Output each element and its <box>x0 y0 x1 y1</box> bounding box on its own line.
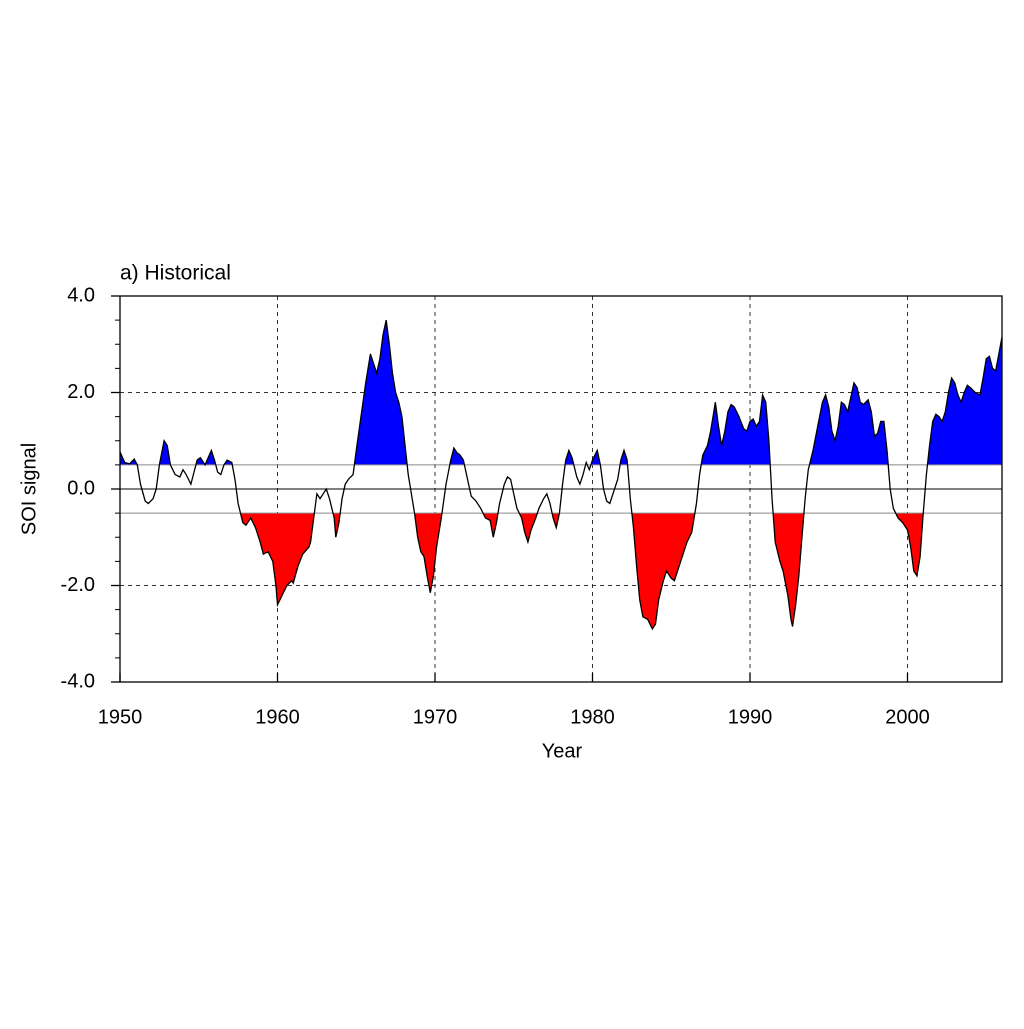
chart-title: a) Historical <box>120 262 231 285</box>
x-axis-label: Year <box>542 740 583 762</box>
y-tick-label: 4.0 <box>67 284 95 306</box>
x-tick-label: 1970 <box>413 706 458 728</box>
x-tick-label: 1980 <box>570 706 615 728</box>
y-tick-label: 2.0 <box>67 381 95 403</box>
x-tick-label: 2000 <box>885 706 930 728</box>
y-axis-label: SOI signal <box>18 443 40 535</box>
positive-area <box>120 320 1002 465</box>
soi-line <box>119 319 1003 631</box>
x-tick-label: 1990 <box>728 706 773 728</box>
y-tick-label: 0.0 <box>67 477 95 499</box>
negative-area <box>120 513 1002 629</box>
y-tick-label: -4.0 <box>61 670 95 692</box>
x-tick-label: 1960 <box>255 706 300 728</box>
y-tick-label: -2.0 <box>61 574 95 596</box>
x-tick-label: 1950 <box>98 706 143 728</box>
